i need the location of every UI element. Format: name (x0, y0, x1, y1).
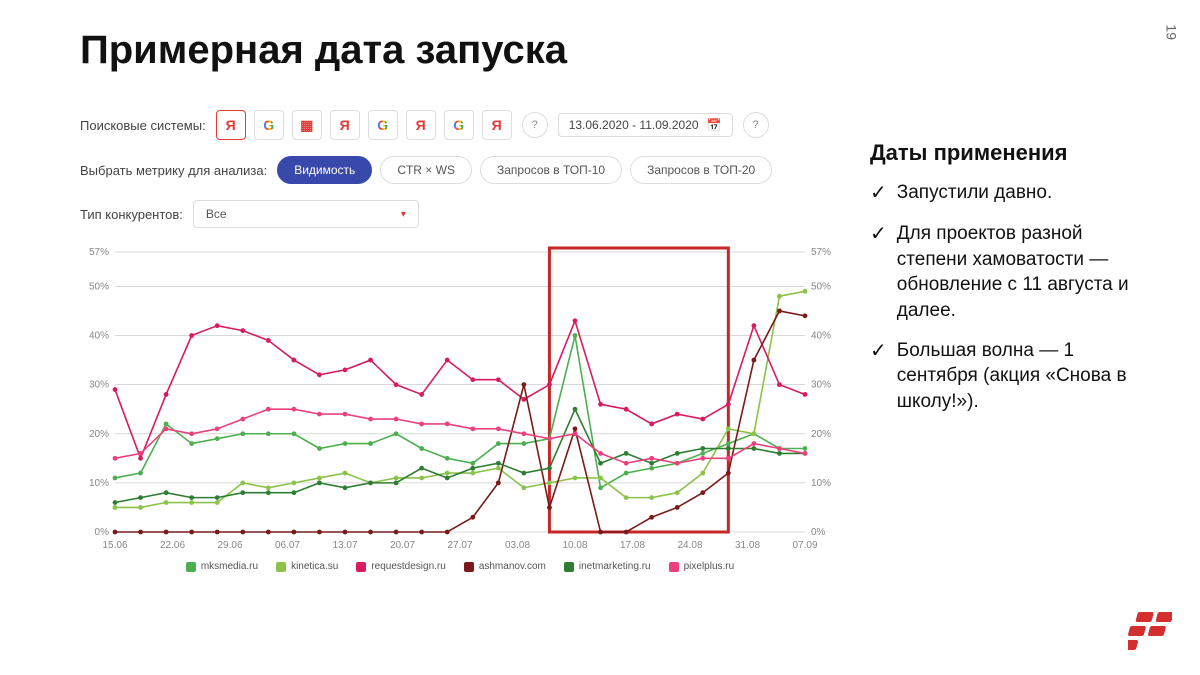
legend-item[interactable]: mksmedia.ru (186, 561, 258, 572)
legend-swatch (669, 562, 679, 572)
svg-text:07.09: 07.09 (792, 540, 817, 551)
legend-item[interactable]: pixelplus.ru (669, 561, 735, 572)
svg-text:30%: 30% (89, 380, 109, 391)
svg-text:17.08: 17.08 (620, 540, 645, 551)
svg-text:10%: 10% (811, 478, 831, 489)
search-engine-button[interactable]: G (254, 110, 284, 140)
svg-text:40%: 40% (89, 331, 109, 342)
right-panel: Даты применения ✓Запустили давно. ✓Для пр… (870, 140, 1150, 428)
svg-text:22.06: 22.06 (160, 540, 185, 551)
competitors-row: Тип конкурентов: Все ▾ (80, 200, 840, 228)
left-panel: Поисковые системы: ЯG▦ЯGЯGЯ ? 13.06.2020… (80, 110, 840, 584)
svg-text:57%: 57% (89, 247, 109, 258)
svg-text:31.08: 31.08 (735, 540, 760, 551)
calendar-icon: 📅 (707, 118, 722, 132)
legend-swatch (464, 562, 474, 572)
metric-pill[interactable]: CTR × WS (380, 156, 472, 184)
bullet-item: ✓Запустили давно. (870, 180, 1150, 207)
slide: 19 Примерная дата запуска Поисковые сист… (0, 0, 1200, 675)
legend-item[interactable]: kinetica.su (276, 561, 338, 572)
search-engines-label: Поисковые системы: (80, 118, 206, 133)
search-engine-button[interactable]: G (368, 110, 398, 140)
bullet-item: ✓Для проектов разной степени хамоватости… (870, 221, 1150, 324)
legend-swatch (276, 562, 286, 572)
check-icon: ✓ (870, 221, 887, 324)
svg-text:40%: 40% (811, 331, 831, 342)
check-icon: ✓ (870, 180, 887, 207)
metric-pill[interactable]: Запросов в ТОП-20 (630, 156, 772, 184)
date-range-picker[interactable]: 13.06.2020 - 11.09.2020 📅 (558, 113, 733, 137)
svg-text:0%: 0% (811, 527, 826, 538)
svg-text:20.07: 20.07 (390, 540, 415, 551)
svg-text:13.07: 13.07 (332, 540, 357, 551)
legend-item[interactable]: requestdesign.ru (356, 561, 446, 572)
svg-text:10%: 10% (89, 478, 109, 489)
date-range-text: 13.06.2020 - 11.09.2020 (569, 118, 699, 132)
bullet-item: ✓Большая волна — 1 сентября (акция «Снов… (870, 338, 1150, 415)
search-engine-button[interactable]: Я (216, 110, 246, 140)
chevron-down-icon: ▾ (401, 209, 406, 220)
svg-text:0%: 0% (95, 527, 110, 538)
svg-text:15.06: 15.06 (102, 540, 127, 551)
slide-title: Примерная дата запуска (80, 28, 567, 73)
search-engines-row: Поисковые системы: ЯG▦ЯGЯGЯ ? 13.06.2020… (80, 110, 840, 140)
help-icon[interactable]: ? (743, 112, 769, 138)
legend-item[interactable]: inetmarketing.ru (564, 561, 651, 572)
svg-text:30%: 30% (811, 380, 831, 391)
legend-swatch (564, 562, 574, 572)
svg-text:50%: 50% (89, 281, 109, 292)
competitors-label: Тип конкурентов: (80, 207, 183, 222)
svg-text:10.08: 10.08 (562, 540, 587, 551)
svg-text:50%: 50% (811, 281, 831, 292)
brand-logo (1128, 612, 1172, 655)
metric-pill[interactable]: Видимость (277, 156, 372, 184)
chart-legend: mksmedia.ru kinetica.su requestdesign.ru as… (80, 561, 840, 572)
line-chart: 0% 0% 10% 10% 20% 20% 30% 30% 40% 40% 50% 50% 57% 57%… (80, 244, 840, 554)
svg-text:20%: 20% (811, 429, 831, 440)
metric-label: Выбрать метрику для анализа: (80, 163, 267, 178)
search-engine-button[interactable]: Я (406, 110, 436, 140)
svg-text:24.08: 24.08 (677, 540, 702, 551)
search-engine-button[interactable]: Я (330, 110, 360, 140)
svg-text:29.06: 29.06 (217, 540, 242, 551)
search-engine-button[interactable]: Я (482, 110, 512, 140)
metric-row: Выбрать метрику для анализа: Видимость CT… (80, 156, 840, 184)
competitors-select[interactable]: Все ▾ (193, 200, 419, 228)
svg-text:06.07: 06.07 (275, 540, 300, 551)
panel-heading: Даты применения (870, 140, 1150, 166)
svg-text:20%: 20% (89, 429, 109, 440)
check-icon: ✓ (870, 338, 887, 415)
metric-pill[interactable]: Запросов в ТОП-10 (480, 156, 622, 184)
search-engine-button[interactable]: G (444, 110, 474, 140)
page-number: 19 (1164, 24, 1180, 40)
competitors-value: Все (206, 207, 227, 221)
search-engine-button[interactable]: ▦ (292, 110, 322, 140)
svg-text:27.07: 27.07 (447, 540, 472, 551)
help-icon[interactable]: ? (522, 112, 548, 138)
legend-item[interactable]: ashmanov.com (464, 561, 546, 572)
legend-swatch (356, 562, 366, 572)
chart-container: 0% 0% 10% 10% 20% 20% 30% 30% 40% 40% 50% 50% 57% 57%… (80, 244, 840, 584)
svg-text:57%: 57% (811, 247, 831, 258)
legend-swatch (186, 562, 196, 572)
svg-text:03.08: 03.08 (505, 540, 530, 551)
